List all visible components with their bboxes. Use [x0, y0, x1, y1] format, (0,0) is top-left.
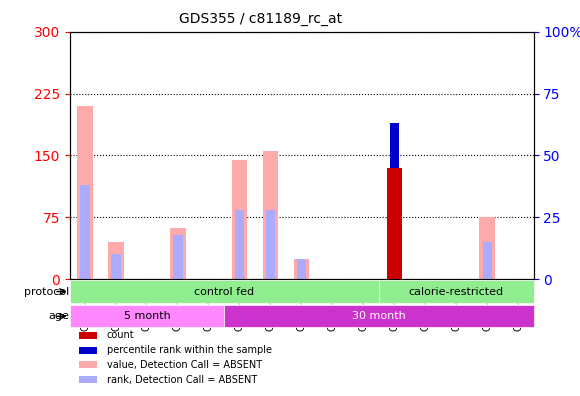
Bar: [77, 106, 93, 279]
Bar: [266, 210, 276, 279]
Bar: [235, 210, 244, 279]
Bar: [111, 254, 121, 279]
Bar: [232, 160, 248, 279]
Text: 30 month: 30 month: [352, 311, 406, 321]
Bar: [480, 217, 495, 279]
Text: control fed: control fed: [194, 287, 254, 297]
Bar: [170, 228, 186, 279]
Bar: [263, 151, 278, 279]
FancyBboxPatch shape: [70, 305, 224, 327]
Bar: [387, 168, 402, 279]
Bar: [390, 123, 399, 168]
Bar: [294, 259, 309, 279]
Bar: [173, 234, 183, 279]
Text: calorie-restricted: calorie-restricted: [409, 287, 504, 297]
Bar: [297, 259, 306, 279]
Bar: [108, 242, 124, 279]
FancyBboxPatch shape: [70, 280, 379, 303]
Bar: [483, 242, 492, 279]
Bar: [79, 331, 97, 339]
Text: rank, Detection Call = ABSENT: rank, Detection Call = ABSENT: [107, 375, 257, 385]
Text: 5 month: 5 month: [124, 311, 171, 321]
Bar: [79, 346, 97, 354]
Text: percentile rank within the sample: percentile rank within the sample: [107, 345, 271, 355]
Text: age: age: [49, 311, 70, 321]
Bar: [79, 361, 97, 368]
Text: value, Detection Call = ABSENT: value, Detection Call = ABSENT: [107, 360, 262, 370]
FancyBboxPatch shape: [224, 305, 534, 327]
Bar: [81, 185, 90, 279]
Bar: [79, 376, 97, 383]
Text: count: count: [107, 330, 135, 340]
Text: protocol: protocol: [24, 287, 70, 297]
FancyBboxPatch shape: [379, 280, 534, 303]
Text: GDS355 / c81189_rc_at: GDS355 / c81189_rc_at: [179, 12, 343, 26]
